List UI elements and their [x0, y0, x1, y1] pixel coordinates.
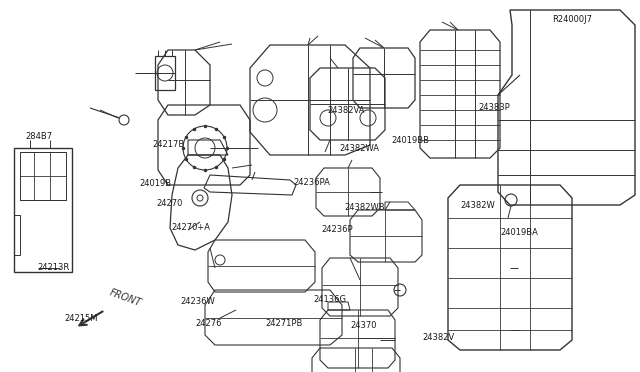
Text: 24382VA: 24382VA	[328, 106, 365, 115]
Text: 24215M: 24215M	[64, 314, 97, 323]
Text: 24236PA: 24236PA	[293, 178, 330, 187]
Text: 24383P: 24383P	[479, 103, 511, 112]
Text: 24019BA: 24019BA	[500, 228, 538, 237]
Text: 24217B: 24217B	[152, 140, 184, 149]
Text: 24236W: 24236W	[180, 297, 215, 306]
Text: 24213R: 24213R	[37, 263, 69, 272]
Text: 24276: 24276	[195, 319, 221, 328]
Text: 24136G: 24136G	[314, 295, 347, 304]
Text: FRONT: FRONT	[108, 288, 143, 308]
Text: R24000J7: R24000J7	[552, 15, 591, 24]
Text: 24382W: 24382W	[461, 201, 495, 210]
Text: 24382WA: 24382WA	[339, 144, 380, 153]
Text: 24370: 24370	[351, 321, 377, 330]
Text: 24271PB: 24271PB	[266, 319, 303, 328]
Text: 24270: 24270	[157, 199, 183, 208]
Text: 24382V: 24382V	[422, 333, 454, 342]
Text: 24270+A: 24270+A	[172, 223, 211, 232]
Text: 24019B: 24019B	[140, 179, 172, 187]
Text: 24019BB: 24019BB	[392, 136, 429, 145]
Text: 24236P: 24236P	[321, 225, 353, 234]
Text: 284B7: 284B7	[26, 132, 52, 141]
Text: 24382WB: 24382WB	[344, 203, 385, 212]
